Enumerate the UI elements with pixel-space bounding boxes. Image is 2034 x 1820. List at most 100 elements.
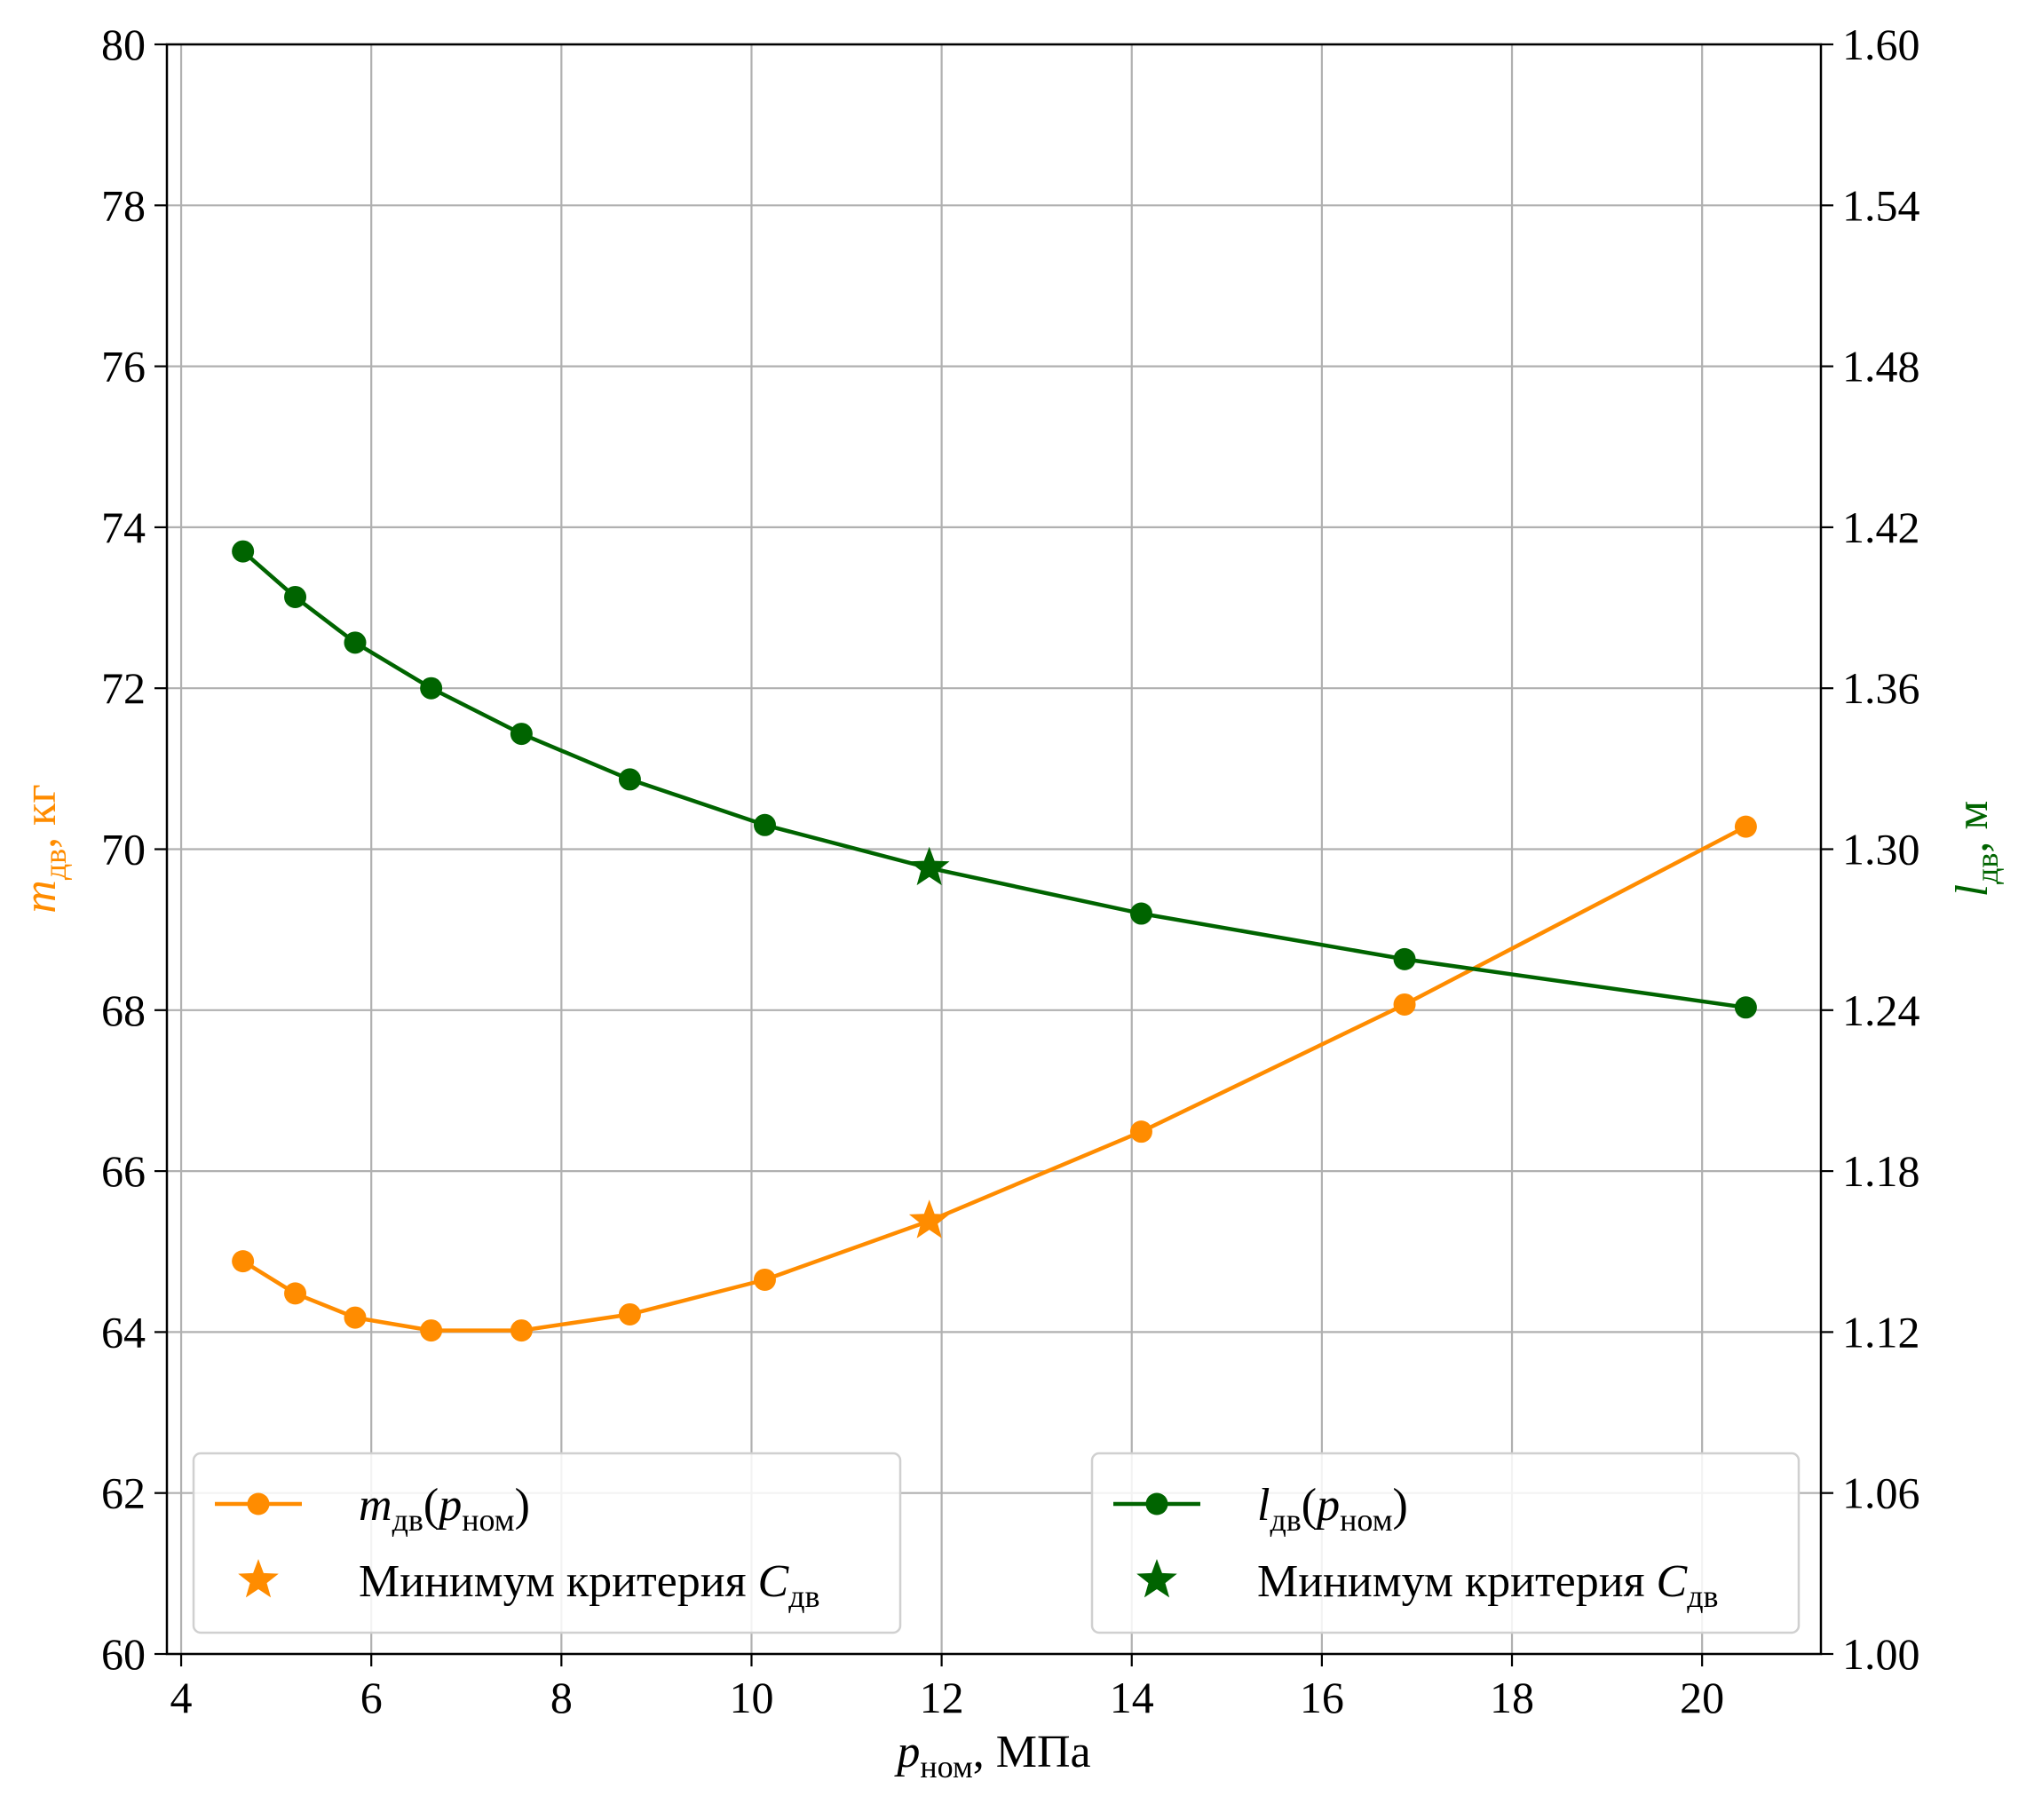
y-right-tick-label: 1.00 bbox=[1842, 1629, 1920, 1679]
y-left-tick-label: 72 bbox=[101, 663, 146, 713]
data-point-mass bbox=[1393, 993, 1416, 1016]
min-criterion-marker-length bbox=[908, 846, 950, 886]
legend-arg-sub: ном bbox=[462, 1502, 514, 1538]
data-point-length bbox=[420, 677, 443, 700]
legend-paren-open: ( bbox=[423, 1480, 439, 1531]
y-left-tick-label: 64 bbox=[101, 1307, 146, 1357]
y-left-tick-label: 80 bbox=[101, 20, 146, 69]
y-left-axis-label: mдв, кг bbox=[15, 784, 73, 913]
legend-sub: дв bbox=[392, 1502, 423, 1538]
y-right-axis-label: lдв, м bbox=[1947, 801, 2005, 898]
x-tick-label: 14 bbox=[1110, 1673, 1154, 1722]
y-left-axis-label-unit: , кг bbox=[15, 784, 66, 849]
data-point-mass bbox=[510, 1319, 533, 1342]
y-right-axis: 1.00 1.06 1.12 1.18 1.24 1.30 1.36 1.42 1.48 1.54… bbox=[1821, 20, 1920, 1679]
legend-paren-open: ( bbox=[1302, 1480, 1317, 1531]
x-tick-label: 4 bbox=[170, 1673, 193, 1722]
y-left-axis: 60 62 64 66 68 70 72 74 76 78 80 bbox=[101, 20, 167, 1679]
legend-star-swatch bbox=[238, 1559, 279, 1598]
y-right-tick-label: 1.54 bbox=[1842, 180, 1920, 230]
x-axis-label: pном, МПа bbox=[893, 1727, 1090, 1784]
data-point-length bbox=[1129, 902, 1152, 925]
legend-series-label: mдв(pном) bbox=[359, 1480, 530, 1538]
legend-arg-sub: ном bbox=[1340, 1502, 1392, 1538]
data-point-mass bbox=[420, 1319, 443, 1342]
data-point-length bbox=[344, 631, 367, 654]
y-right-axis-label-sub: дв bbox=[1969, 853, 2005, 884]
y-right-tick-label: 1.12 bbox=[1842, 1307, 1920, 1357]
legend-right: lдв(pном)Минимум критерия Cдв bbox=[1090, 1452, 1801, 1634]
min-criterion-marker-mass bbox=[908, 1199, 950, 1238]
x-axis-label-var: p bbox=[893, 1727, 920, 1777]
legend-point-swatch bbox=[1145, 1492, 1168, 1515]
x-axis: 4 6 8 10 12 14 16 18 20 bbox=[170, 1654, 1724, 1722]
y-left-tick-label: 66 bbox=[101, 1146, 146, 1196]
legend-star-swatch bbox=[1136, 1559, 1177, 1598]
x-tick-label: 6 bbox=[360, 1673, 383, 1722]
x-axis-label-unit: , МПа bbox=[973, 1727, 1091, 1777]
legend-marker-label: Минимум критерия Cдв bbox=[1257, 1556, 1719, 1614]
legend-paren-close: ) bbox=[1392, 1480, 1407, 1531]
data-point-mass bbox=[1734, 815, 1757, 838]
legend-var: l bbox=[1257, 1480, 1270, 1531]
x-tick-label: 18 bbox=[1490, 1673, 1534, 1722]
y-left-tick-label: 78 bbox=[101, 180, 146, 230]
series-layer bbox=[232, 540, 1757, 1342]
x-tick-label: 10 bbox=[729, 1673, 773, 1722]
y-left-tick-label: 68 bbox=[101, 985, 146, 1035]
legends: mдв(pном)Минимум критерия Cдвlдв(pном)Ми… bbox=[192, 1452, 1801, 1634]
data-point-mass bbox=[618, 1302, 641, 1325]
y-right-tick-label: 1.60 bbox=[1842, 20, 1920, 69]
y-left-tick-label: 60 bbox=[101, 1629, 146, 1679]
data-point-length bbox=[510, 723, 533, 746]
y-left-tick-label: 62 bbox=[101, 1468, 146, 1518]
data-point-mass bbox=[232, 1250, 255, 1273]
data-point-mass bbox=[284, 1282, 307, 1305]
legend-marker-sub: дв bbox=[1687, 1579, 1718, 1614]
legend-marker-sub: дв bbox=[788, 1579, 819, 1614]
legend-marker-text: Минимум критерия bbox=[359, 1556, 758, 1607]
legend-marker-label: Минимум критерия Cдв bbox=[359, 1556, 820, 1614]
legend-marker-text: Минимум критерия bbox=[1257, 1556, 1657, 1607]
legend-var: m bbox=[359, 1480, 392, 1531]
x-tick-label: 8 bbox=[550, 1673, 573, 1722]
data-point-length bbox=[232, 540, 255, 563]
legend-sub: дв bbox=[1270, 1502, 1301, 1538]
y-left-axis-label-var: m bbox=[15, 880, 66, 914]
data-point-length bbox=[1393, 947, 1416, 970]
legend-left: mдв(pном)Минимум критерия Cдв bbox=[192, 1452, 902, 1634]
y-right-axis-label-unit: , м bbox=[1947, 801, 1998, 853]
legend-point-swatch bbox=[247, 1492, 270, 1515]
legend-arg-var: p bbox=[1313, 1480, 1340, 1531]
y-right-tick-label: 1.06 bbox=[1842, 1468, 1920, 1518]
y-right-tick-label: 1.36 bbox=[1842, 663, 1920, 713]
x-tick-label: 12 bbox=[920, 1673, 964, 1722]
legend-arg-var: p bbox=[435, 1480, 462, 1531]
data-point-mass bbox=[753, 1268, 776, 1291]
legend-box bbox=[192, 1452, 902, 1634]
x-axis-label-sub: ном bbox=[920, 1749, 972, 1784]
y-right-tick-label: 1.24 bbox=[1842, 985, 1920, 1035]
data-point-length bbox=[284, 585, 307, 608]
y-right-tick-label: 1.30 bbox=[1842, 825, 1920, 874]
legend-marker-var: C bbox=[758, 1556, 790, 1607]
legend-series-label: lдв(pном) bbox=[1257, 1480, 1408, 1538]
data-point-length bbox=[1734, 996, 1757, 1019]
y-right-axis-label-var: l bbox=[1947, 884, 1998, 897]
legend-paren-close: ) bbox=[515, 1480, 530, 1531]
y-right-tick-label: 1.42 bbox=[1842, 502, 1920, 552]
y-right-tick-label: 1.48 bbox=[1842, 342, 1920, 392]
legend-marker-var: C bbox=[1657, 1556, 1689, 1607]
legend-box bbox=[1090, 1452, 1801, 1634]
data-point-mass bbox=[344, 1306, 367, 1329]
data-point-length bbox=[618, 768, 641, 791]
y-right-tick-label: 1.18 bbox=[1842, 1146, 1920, 1196]
y-left-tick-label: 70 bbox=[101, 825, 146, 874]
data-point-length bbox=[753, 813, 776, 836]
y-left-tick-label: 74 bbox=[101, 502, 146, 552]
x-tick-label: 16 bbox=[1300, 1673, 1344, 1722]
x-tick-label: 20 bbox=[1680, 1673, 1724, 1722]
data-point-mass bbox=[1129, 1120, 1152, 1143]
